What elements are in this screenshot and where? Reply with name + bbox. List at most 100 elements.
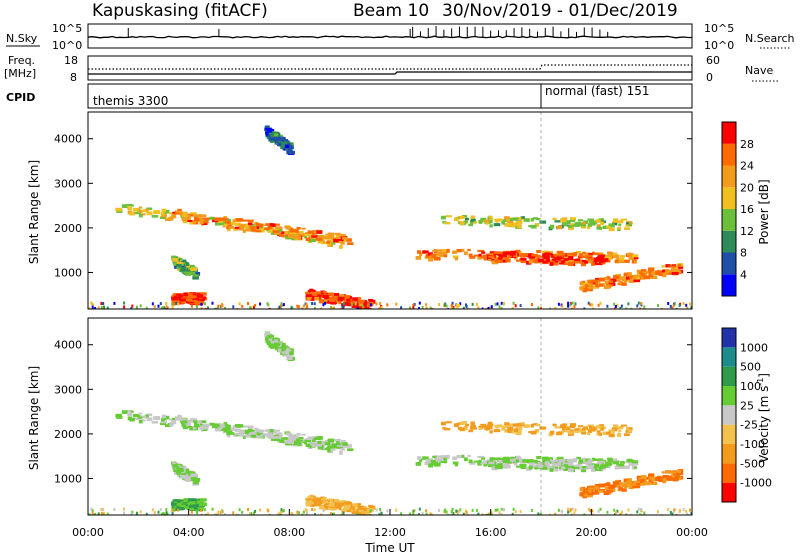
power-cell — [599, 301, 602, 305]
power-cell — [350, 300, 355, 305]
velocity-cell — [241, 510, 244, 514]
power-cell — [438, 303, 441, 306]
velocity-cell — [639, 513, 642, 515]
velocity-cell — [378, 513, 381, 515]
velocity-cell — [500, 513, 503, 515]
velocity-cell — [329, 442, 334, 445]
power-cell — [630, 307, 633, 309]
power-cell — [623, 259, 630, 263]
power-cell — [333, 238, 338, 243]
velocity-cell — [606, 431, 611, 435]
power-cell — [307, 290, 314, 294]
nave-tick-top: 60 — [706, 54, 720, 67]
velocity-cell — [544, 458, 550, 461]
power-cell — [525, 253, 533, 257]
power-cell — [457, 216, 463, 220]
velocity-cell — [671, 512, 674, 515]
velocity-cell — [225, 427, 231, 431]
power-cell — [650, 275, 658, 279]
power-cell — [194, 215, 198, 220]
freq-unit: [MHz] — [4, 67, 36, 80]
power-cell — [366, 305, 370, 309]
power-cell — [563, 256, 570, 259]
velocity-cell — [253, 511, 255, 515]
velocity-cell — [130, 513, 133, 515]
power-cell — [282, 303, 285, 307]
power-cell — [412, 306, 415, 309]
velocity-cell — [330, 512, 333, 515]
power-cell — [288, 151, 293, 154]
power-cell — [273, 136, 281, 141]
power-cell — [486, 253, 492, 256]
power-cell — [322, 294, 329, 298]
velocity-cell — [369, 505, 376, 510]
velocity-cell — [425, 512, 428, 515]
velocity-cell — [633, 466, 638, 469]
velocity-cell — [171, 418, 176, 422]
power-cell — [567, 253, 573, 257]
velocity-cell — [574, 428, 579, 431]
power-cell — [489, 251, 495, 256]
power-cell — [279, 307, 282, 309]
velocity-cell — [613, 508, 616, 512]
velocity-cell — [335, 440, 340, 444]
velocity-cell — [259, 434, 264, 438]
power-cell — [522, 253, 529, 257]
power-cell — [172, 214, 177, 219]
velocity-cell — [578, 425, 584, 428]
velocity-cell — [607, 458, 614, 463]
power-cell — [179, 211, 183, 215]
velocity-cell — [238, 508, 241, 512]
velocity-cell — [146, 417, 153, 422]
power-cell — [197, 214, 202, 218]
velocity-cell — [431, 513, 434, 515]
power-cell — [337, 298, 342, 301]
power-cell — [598, 252, 604, 256]
power-cell — [249, 306, 252, 309]
velocity-cell — [623, 485, 628, 488]
power-cell — [598, 284, 604, 287]
power-cell — [490, 305, 493, 309]
power-cell — [172, 301, 176, 306]
velocity-cell — [185, 478, 191, 482]
velocity-cell — [541, 456, 549, 460]
power-cell — [161, 208, 167, 213]
x-tick-label: 00:00 — [72, 526, 104, 539]
velocity-cell — [344, 508, 350, 511]
velocity-cell — [412, 512, 415, 515]
velocity-cell — [100, 511, 103, 515]
power-cell — [550, 224, 555, 229]
velocity-cell — [489, 423, 494, 427]
velocity-cell — [161, 512, 164, 515]
velocity-y-tick-label: 4000 — [54, 339, 82, 352]
power-cell — [217, 304, 220, 308]
velocity-cell — [534, 467, 538, 470]
power-cell — [106, 306, 109, 309]
nsearch-label: N.Search — [745, 32, 795, 45]
nsky-tick-bottom: 10^0 — [52, 39, 82, 52]
x-tick-label: 04:00 — [173, 526, 205, 539]
velocity-cell — [314, 513, 316, 515]
velocity-cell — [190, 476, 196, 481]
x-axis-label: Time UT — [364, 541, 415, 554]
power-cell — [488, 215, 493, 218]
velocity-cell — [192, 425, 197, 430]
power-cell — [584, 252, 591, 257]
velocity-cell — [453, 423, 459, 427]
velocity-cell — [165, 513, 167, 515]
velocity-cell — [626, 482, 630, 486]
power-cell — [165, 307, 167, 309]
velocity-cell — [587, 487, 594, 490]
velocity-cell — [379, 508, 382, 511]
power-cell — [530, 303, 533, 306]
velocity-cell — [351, 510, 358, 514]
velocity-cell — [581, 491, 586, 494]
power-cell — [134, 212, 141, 215]
velocity-cell — [203, 508, 206, 512]
velocity-cell — [536, 424, 541, 427]
power-cell — [633, 274, 640, 278]
power-cell — [344, 302, 350, 305]
power-cell — [277, 226, 283, 230]
velocity-cell — [271, 433, 275, 437]
velocity-cell — [553, 459, 559, 462]
